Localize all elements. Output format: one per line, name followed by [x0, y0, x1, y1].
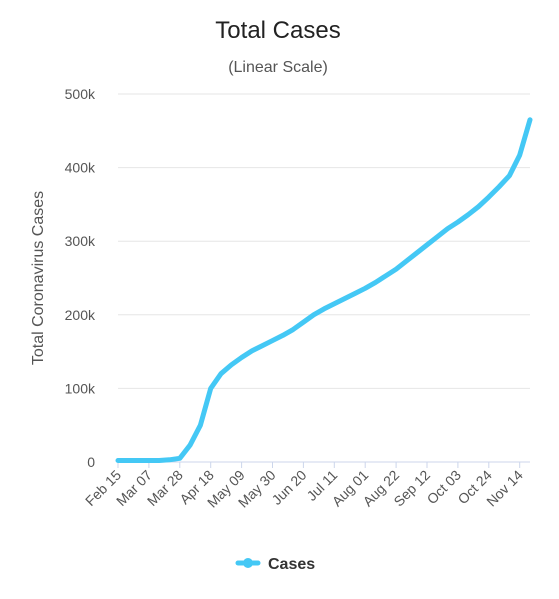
- chart-subtitle: (Linear Scale): [228, 59, 328, 76]
- chart-title: Total Cases: [215, 17, 340, 44]
- series-line: [115, 117, 533, 464]
- y-tick-label: 200k: [65, 307, 96, 323]
- x-tick-label: Oct 03: [424, 467, 465, 508]
- x-tick-label: Mar 28: [144, 467, 186, 509]
- x-tick-label: Jun 20: [268, 467, 309, 508]
- y-axis-label: Total Coronavirus Cases: [30, 191, 47, 365]
- y-tick-label: 300k: [65, 233, 96, 249]
- y-tick-label: 100k: [65, 380, 96, 396]
- y-tick-label: 0: [87, 454, 95, 470]
- legend-marker: [243, 558, 253, 568]
- y-tick-label: 400k: [65, 160, 96, 176]
- legend-label: Cases: [268, 556, 315, 573]
- y-tick-label: 500k: [65, 86, 96, 102]
